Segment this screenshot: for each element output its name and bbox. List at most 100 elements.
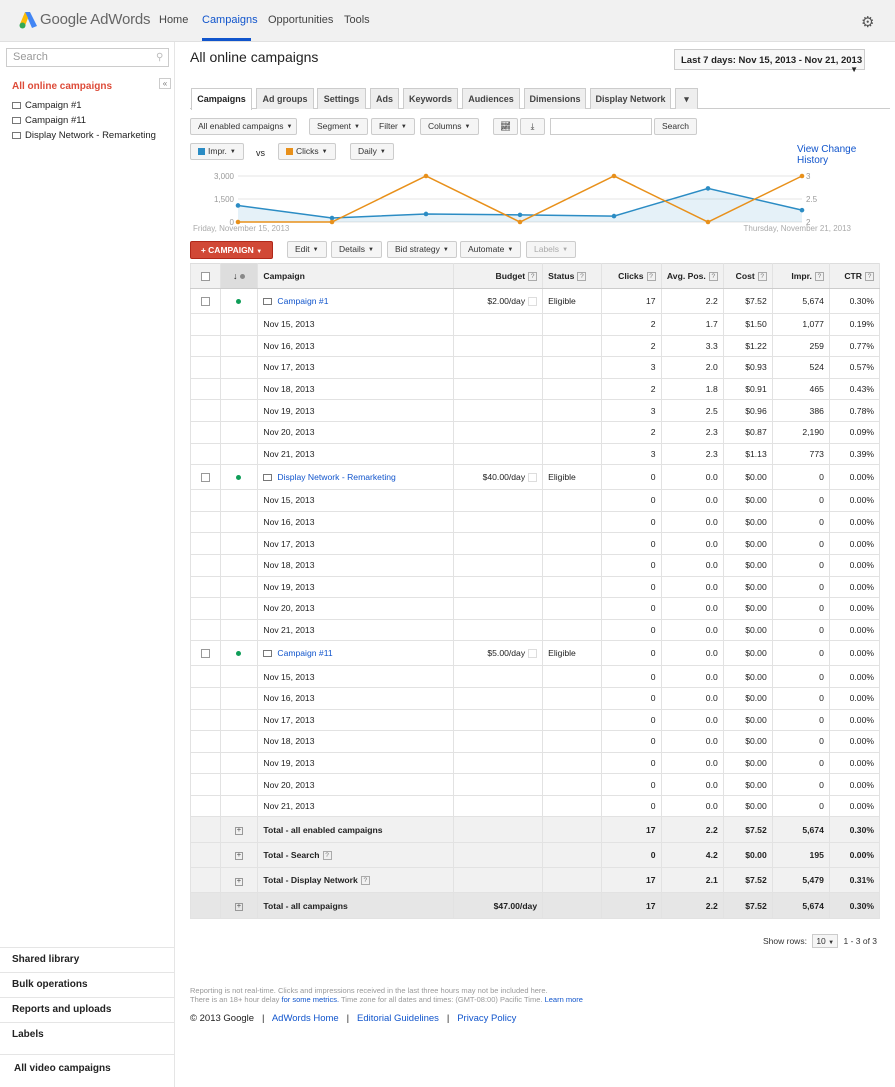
automate-dropdown[interactable]: Automate ▼ — [460, 241, 522, 258]
sidebar-reports-uploads[interactable]: Reports and uploads — [0, 997, 175, 1022]
help-icon[interactable]: ? — [814, 272, 824, 282]
download-button[interactable]: ⤓ — [520, 118, 545, 135]
campaign-filter-dropdown[interactable]: All enabled campaigns ▼ — [190, 118, 297, 135]
col-status[interactable]: Status? — [542, 263, 603, 289]
granularity-dropdown[interactable]: Daily ▼ — [350, 143, 394, 160]
editorial-guidelines-link[interactable]: Editorial Guidelines — [357, 1013, 439, 1024]
date-segment-row: Nov 19, 2013 0 0.0 $0.00 0 0.00% — [190, 752, 881, 775]
edit-icon[interactable] — [528, 297, 538, 307]
table-search-button[interactable]: Search — [654, 118, 697, 135]
campaign-name-link[interactable]: Display Network - Remarketing — [277, 472, 396, 483]
select-all-checkbox[interactable] — [200, 272, 210, 282]
nav-campaigns[interactable]: Campaigns — [202, 14, 258, 26]
col-avg-pos[interactable]: Avg. Pos.? — [661, 263, 724, 289]
ctr-cell: 0.00% — [829, 640, 881, 667]
sidebar-shared-library[interactable]: Shared library — [0, 947, 175, 972]
tab-keywords[interactable]: Keywords — [403, 88, 458, 109]
campaign-name-cell[interactable]: Campaign #1 — [257, 288, 455, 314]
cost-cell: $0.00 — [723, 752, 773, 775]
view-change-history-link[interactable]: View Change History — [797, 144, 857, 166]
labels-dropdown[interactable]: Labels ▼ — [526, 241, 577, 258]
sidebar-item-display-remarketing[interactable]: Display Network - Remarketing — [12, 130, 156, 141]
cost-cell: $1.22 — [723, 335, 773, 358]
expand-icon[interactable]: + — [234, 903, 243, 911]
filter-dropdown[interactable]: Filter ▼ — [371, 118, 415, 135]
help-icon[interactable]: ? — [646, 272, 656, 282]
empty-cell — [220, 489, 259, 512]
adwords-home-link[interactable]: AdWords Home — [271, 1013, 339, 1024]
bid-strategy-dropdown[interactable]: Bid strategy ▼ — [387, 241, 457, 258]
rows-per-page-select[interactable]: 10 ▼ — [812, 934, 839, 948]
sidebar-labels[interactable]: Labels — [0, 1022, 175, 1047]
collapse-sidebar-button[interactable]: « — [159, 78, 171, 89]
privacy-policy-link[interactable]: Privacy Policy — [457, 1013, 517, 1024]
tab-settings[interactable]: Settings — [317, 88, 366, 109]
budget-cell[interactable]: $5.00/day — [453, 640, 544, 667]
empty-cell — [542, 489, 603, 512]
chart-toggle-button[interactable]: 📈︎ — [493, 118, 518, 135]
help-icon[interactable]: ? — [865, 272, 874, 282]
tab-more-dropdown[interactable]: ▾ — [675, 88, 698, 109]
edit-icon[interactable] — [528, 473, 538, 483]
nav-home[interactable]: Home — [159, 14, 189, 26]
campaign-name-cell[interactable]: Campaign #11 — [257, 640, 455, 667]
expand-icon[interactable]: + — [234, 827, 243, 836]
search-icon: ⚲ — [156, 52, 164, 63]
columns-dropdown[interactable]: Columns ▼ — [420, 118, 479, 135]
sidebar-bulk-operations[interactable]: Bulk operations — [0, 972, 175, 997]
caret-down-icon: ▼ — [321, 149, 328, 155]
metric2-dropdown[interactable]: Clicks ▼ — [278, 143, 336, 160]
enabled-status-icon[interactable] — [236, 475, 242, 481]
help-icon[interactable]: ? — [757, 272, 767, 282]
tab-campaigns[interactable]: Campaigns — [191, 88, 252, 110]
col-cost[interactable]: Cost? — [723, 263, 773, 289]
gear-icon[interactable]: ⚙ — [861, 14, 875, 31]
learn-more-link[interactable]: Learn more — [544, 995, 583, 1004]
impr-point — [235, 203, 241, 208]
sidebar-item-campaign-11[interactable]: Campaign #11 — [12, 115, 86, 126]
row-checkbox[interactable] — [200, 297, 210, 307]
campaign-name-link[interactable]: Campaign #11 — [277, 648, 333, 659]
tab-display-network[interactable]: Display Network — [590, 88, 671, 109]
help-icon[interactable]: ? — [528, 272, 538, 282]
sidebar-title[interactable]: All online campaigns — [12, 81, 113, 92]
expand-icon[interactable]: + — [234, 877, 243, 886]
help-icon[interactable]: ? — [577, 272, 587, 282]
help-icon[interactable]: ? — [708, 272, 718, 282]
help-icon[interactable]: ? — [322, 851, 332, 861]
col-campaign[interactable]: Campaign — [257, 263, 455, 289]
some-metrics-link[interactable]: for some metrics. — [281, 995, 340, 1004]
edit-icon[interactable] — [528, 649, 538, 659]
metric1-dropdown[interactable]: Impr. ▼ — [190, 143, 244, 160]
sidebar-item-campaign-1[interactable]: Campaign #1 — [12, 100, 82, 111]
tab-dimensions[interactable]: Dimensions — [524, 88, 586, 109]
budget-cell[interactable]: $40.00/day — [453, 464, 544, 491]
sidebar-search-input[interactable]: Search — [6, 48, 169, 67]
nav-tools[interactable]: Tools — [344, 14, 370, 26]
col-impr[interactable]: Impr.? — [772, 263, 830, 289]
row-checkbox[interactable] — [200, 473, 210, 483]
tab-ads[interactable]: Ads — [370, 88, 399, 109]
table-search-input[interactable] — [550, 118, 652, 135]
nav-opportunities[interactable]: Opportunities — [268, 14, 334, 26]
tab-audiences[interactable]: Audiences — [462, 88, 520, 109]
row-checkbox[interactable] — [200, 649, 210, 659]
col-clicks[interactable]: Clicks? — [601, 263, 662, 289]
expand-icon[interactable]: + — [234, 852, 243, 861]
budget-cell[interactable]: $2.00/day — [453, 288, 544, 314]
edit-dropdown[interactable]: Edit ▼ — [287, 241, 327, 258]
sidebar-all-video-campaigns[interactable]: All video campaigns — [0, 1054, 175, 1082]
details-dropdown[interactable]: Details ▼ — [331, 241, 382, 258]
enabled-status-icon[interactable] — [236, 299, 242, 304]
date-range-selector[interactable]: Last 7 days: Nov 15, 2013 - Nov 21, 2013… — [674, 49, 865, 74]
campaign-name-link[interactable]: Campaign #1 — [277, 296, 329, 306]
enabled-status-icon[interactable] — [236, 651, 242, 657]
col-ctr[interactable]: CTR? — [829, 263, 881, 289]
help-icon[interactable]: ? — [360, 876, 370, 886]
status-sort-header[interactable]: ↓ — [220, 263, 259, 289]
tab-ad-groups[interactable]: Ad groups — [256, 88, 314, 109]
campaign-name-cell[interactable]: Display Network - Remarketing — [257, 464, 455, 491]
new-campaign-button[interactable]: + CAMPAIGN ▼ — [190, 241, 273, 259]
segment-dropdown[interactable]: Segment ▼ — [309, 118, 368, 135]
col-budget[interactable]: Budget? — [453, 263, 544, 289]
